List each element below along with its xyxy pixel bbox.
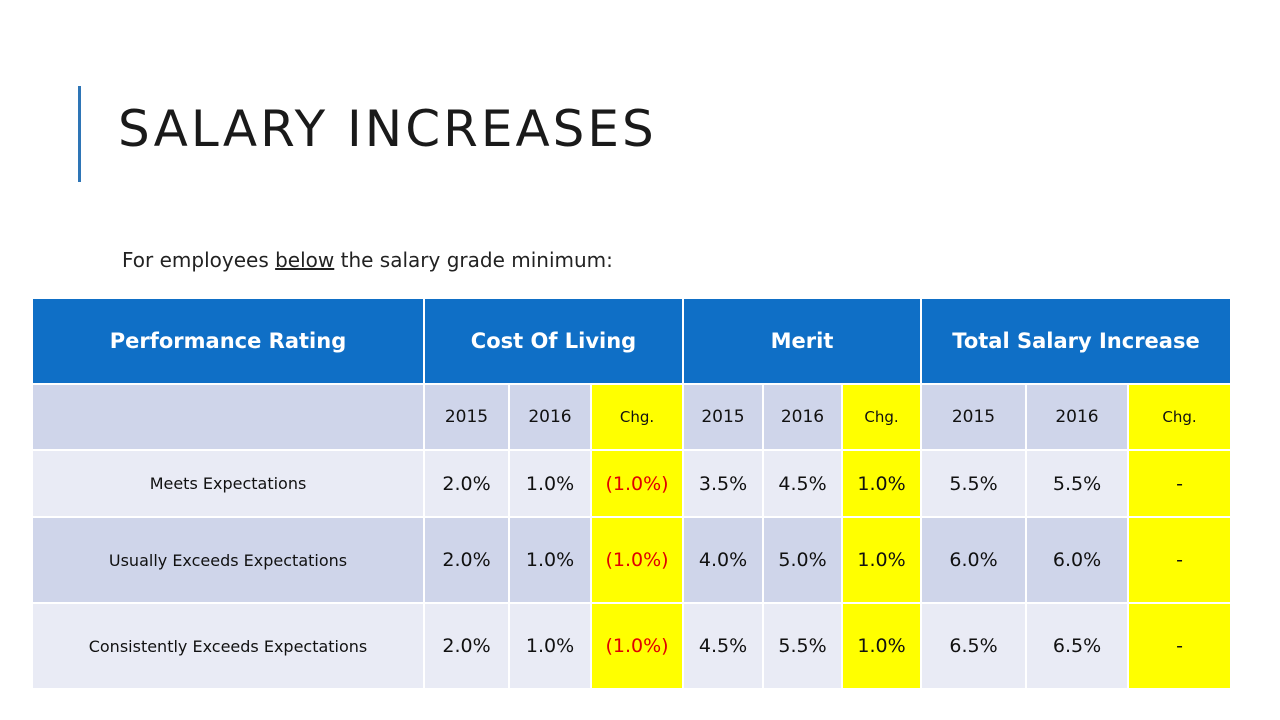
subtitle-underlined: below [275, 248, 335, 272]
change-cell: 1.0% [841, 449, 922, 518]
year-cell-blank [31, 383, 425, 451]
change-cell: (1.0%) [590, 449, 684, 518]
title-accent-bar [78, 86, 81, 182]
year-cell: 2016 [762, 383, 843, 451]
header-performance-rating: Performance Rating [31, 297, 425, 385]
value-cell: 5.5% [762, 602, 843, 690]
value-cell: 4.5% [762, 449, 843, 518]
change-header-cell: Chg. [1126, 383, 1233, 451]
header-merit: Merit [682, 297, 922, 385]
header-total-salary-increase: Total Salary Increase [919, 297, 1233, 385]
subtitle-after: the salary grade minimum: [334, 248, 613, 272]
year-cell: 2016 [1025, 383, 1129, 451]
change-header-cell: Chg. [590, 383, 684, 451]
value-cell: 6.0% [1025, 516, 1129, 604]
value-cell: 6.0% [920, 516, 1027, 604]
value-cell: 5.0% [762, 516, 843, 604]
change-cell: - [1126, 449, 1233, 518]
change-cell: 1.0% [841, 516, 922, 604]
table-row: Consistently Exceeds Expectations 2.0% 1… [31, 602, 1233, 690]
salary-table: Performance Rating Cost Of Living Merit … [31, 297, 1233, 690]
value-cell: 2.0% [423, 449, 510, 518]
table-row: Meets Expectations 2.0% 1.0% (1.0%) 3.5%… [31, 449, 1233, 518]
value-cell: 1.0% [508, 449, 592, 518]
value-cell: 3.5% [682, 449, 764, 518]
row-label: Usually Exceeds Expectations [31, 516, 425, 604]
value-cell: 1.0% [508, 516, 592, 604]
header-cost-of-living: Cost Of Living [423, 297, 684, 385]
page-title: SALARY INCREASES [118, 100, 657, 158]
year-cell: 2015 [920, 383, 1027, 451]
year-cell: 2016 [508, 383, 592, 451]
change-cell: (1.0%) [590, 602, 684, 690]
row-label: Meets Expectations [31, 449, 425, 518]
year-row: 2015 2016 Chg. 2015 2016 Chg. 2015 2016 … [31, 383, 1233, 451]
header-row: Performance Rating Cost Of Living Merit … [31, 297, 1233, 385]
table-row: Usually Exceeds Expectations 2.0% 1.0% (… [31, 516, 1233, 604]
value-cell: 2.0% [423, 602, 510, 690]
value-cell: 5.5% [920, 449, 1027, 518]
change-cell: 1.0% [841, 602, 922, 690]
change-cell: - [1126, 602, 1233, 690]
value-cell: 4.5% [682, 602, 764, 690]
change-cell: (1.0%) [590, 516, 684, 604]
value-cell: 2.0% [423, 516, 510, 604]
year-cell: 2015 [682, 383, 764, 451]
value-cell: 6.5% [1025, 602, 1129, 690]
value-cell: 6.5% [920, 602, 1027, 690]
year-cell: 2015 [423, 383, 510, 451]
change-cell: - [1126, 516, 1233, 604]
subtitle-before: For employees [122, 248, 276, 272]
value-cell: 1.0% [508, 602, 592, 690]
value-cell: 5.5% [1025, 449, 1129, 518]
row-label: Consistently Exceeds Expectations [31, 602, 425, 690]
subtitle: For employees below the salary grade min… [122, 248, 613, 272]
value-cell: 4.0% [682, 516, 764, 604]
change-header-cell: Chg. [841, 383, 922, 451]
